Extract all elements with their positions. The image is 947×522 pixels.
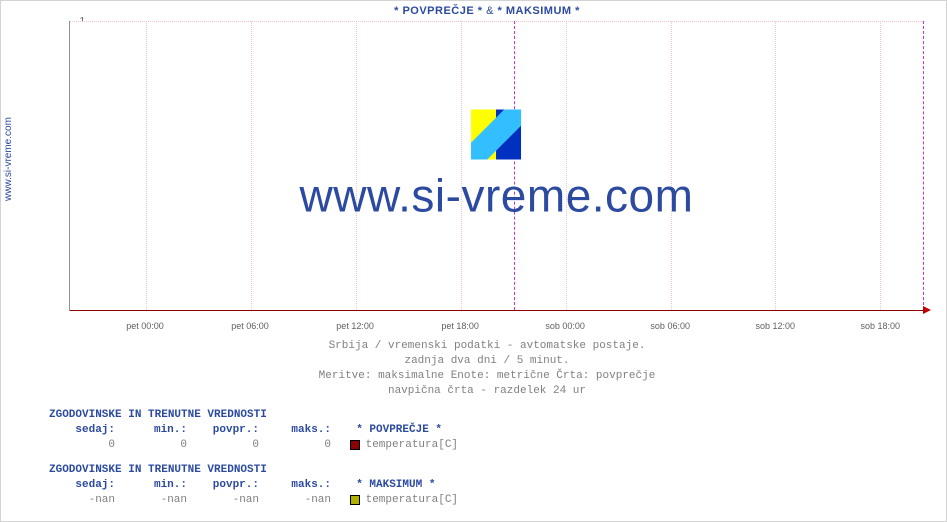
chart-title: * POVPREČJE * & * MAKSIMUM * [29, 1, 945, 21]
title-left: * POVPREČJE * [394, 5, 482, 17]
stats-header: ZGODOVINSKE IN TRENUTNE VREDNOSTI [49, 463, 945, 478]
stat-value: -nan [49, 493, 121, 508]
series-legend: temperatura[C] [337, 438, 458, 453]
stats-values-row: -nan -nan -nan -nan temperatura[C] [49, 493, 945, 508]
subtitle-line: zadnja dva dni / 5 minut. [29, 354, 945, 369]
subtitle-line: Srbija / vremenski podatki - avtomatske … [29, 339, 945, 354]
series-name: temperatura[C] [366, 438, 458, 453]
stats-labels-row: sedaj: min.: povpr.: maks.: * POVPREČJE … [49, 423, 945, 438]
series-name: temperatura[C] [366, 493, 458, 508]
subtitle-line: Meritve: maksimalne Enote: metrične Črta… [29, 369, 945, 384]
xtick: pet 00:00 [126, 321, 164, 331]
grid-v [461, 21, 462, 310]
series-title: * MAKSIMUM * [337, 478, 435, 493]
xtick: sob 12:00 [755, 321, 795, 331]
grid-v [566, 21, 567, 310]
grid-v [146, 21, 147, 310]
xtick: sob 06:00 [650, 321, 690, 331]
stats-block: ZGODOVINSKE IN TRENUTNE VREDNOSTI sedaj:… [49, 463, 945, 508]
swatch-icon [350, 495, 360, 505]
stat-col-label: sedaj: [49, 423, 121, 438]
plot-area: www.si-vreme.com [69, 21, 923, 311]
grid-v [775, 21, 776, 310]
xtick-row: pet 00:00 pet 06:00 pet 12:00 pet 18:00 … [69, 321, 923, 337]
stat-value: -nan [121, 493, 193, 508]
stat-value: 0 [193, 438, 265, 453]
site-label-vertical: www.si-vreme.com [3, 117, 14, 201]
series-title: * POVPREČJE * [337, 423, 442, 438]
stats-values-row: 0 0 0 0 temperatura[C] [49, 438, 945, 453]
xtick: pet 12:00 [336, 321, 374, 331]
stat-value: -nan [265, 493, 337, 508]
stat-value: 0 [121, 438, 193, 453]
stat-col-label: sedaj: [49, 478, 121, 493]
arrow-icon [923, 306, 931, 314]
plot-area-wrap: 1 0 www.si-vreme.com [49, 21, 923, 321]
stat-value: -nan [193, 493, 265, 508]
xtick: sob 18:00 [861, 321, 901, 331]
grid-v [356, 21, 357, 310]
stat-col-label: povpr.: [193, 423, 265, 438]
xtick: pet 18:00 [441, 321, 479, 331]
subtitle-block: Srbija / vremenski podatki - avtomatske … [29, 339, 945, 398]
title-right: * MAKSIMUM * [498, 5, 580, 17]
data-line [70, 310, 923, 311]
xtick: sob 00:00 [545, 321, 585, 331]
grid-v [880, 21, 881, 310]
subtitle-line: navpična črta - razdelek 24 ur [29, 384, 945, 399]
stats-block: ZGODOVINSKE IN TRENUTNE VREDNOSTI sedaj:… [49, 408, 945, 453]
stat-col-label: min.: [121, 423, 193, 438]
grid-h [70, 21, 923, 22]
watermark-text: www.si-vreme.com [300, 168, 694, 222]
grid-v [251, 21, 252, 310]
stat-col-label: maks.: [265, 478, 337, 493]
title-ampersand: & [486, 5, 494, 17]
grid-v [671, 21, 672, 310]
chart-container: * POVPREČJE * & * MAKSIMUM * 1 0 [29, 1, 945, 521]
stat-col-label: min.: [121, 478, 193, 493]
xtick: pet 06:00 [231, 321, 269, 331]
marker-24h [923, 21, 924, 310]
swatch-icon [350, 440, 360, 450]
stat-col-label: povpr.: [193, 478, 265, 493]
watermark: www.si-vreme.com [300, 109, 694, 222]
stats-labels-row: sedaj: min.: povpr.: maks.: * MAKSIMUM * [49, 478, 945, 493]
stat-value: 0 [265, 438, 337, 453]
stat-value: 0 [49, 438, 121, 453]
series-legend: temperatura[C] [337, 493, 458, 508]
stats-header: ZGODOVINSKE IN TRENUTNE VREDNOSTI [49, 408, 945, 423]
marker-24h [514, 21, 515, 310]
stat-col-label: maks.: [265, 423, 337, 438]
